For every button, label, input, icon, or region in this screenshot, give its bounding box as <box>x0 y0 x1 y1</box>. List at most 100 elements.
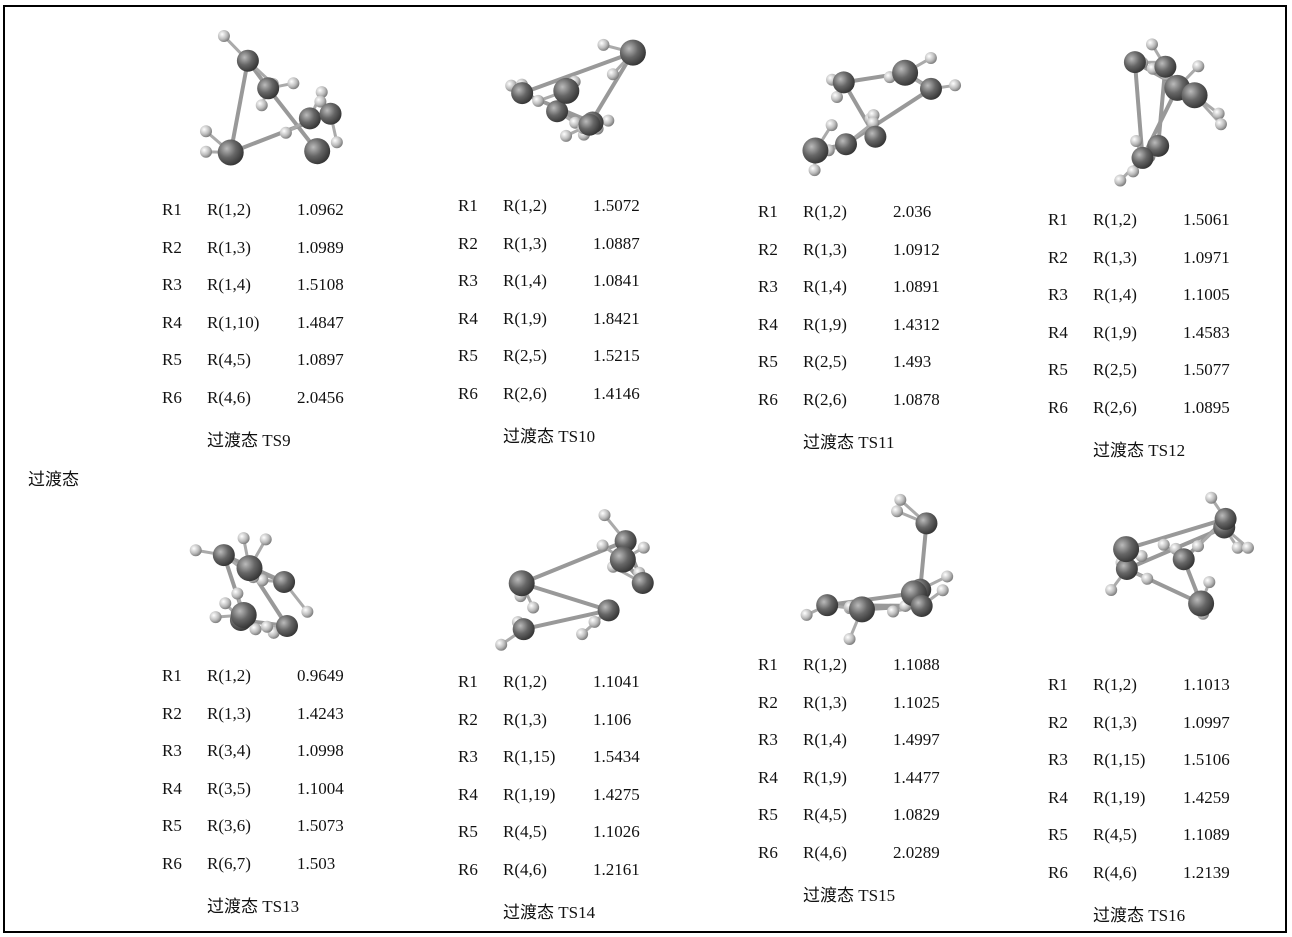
row-label: R6 <box>758 390 778 410</box>
atom <box>598 599 620 621</box>
atom <box>864 126 886 148</box>
atom <box>238 532 250 544</box>
bond-length: 1.2139 <box>1183 863 1230 883</box>
row-label: R2 <box>162 238 182 258</box>
bond-label: R(3,6) <box>207 816 251 836</box>
atom <box>511 82 533 104</box>
atom <box>1192 540 1204 552</box>
bond <box>231 61 248 153</box>
atom <box>190 544 202 556</box>
bond-label: R(1,3) <box>207 704 251 724</box>
caption: 过渡态 TS13 <box>207 892 299 917</box>
caption: 过渡态 TS10 <box>503 422 595 447</box>
row-label: R4 <box>162 779 182 799</box>
row-label: R2 <box>1048 713 1068 733</box>
bond-length: 1.5073 <box>297 816 344 836</box>
row-label: R1 <box>758 655 778 675</box>
bond-label: R(1,15) <box>1093 750 1145 770</box>
bond-label: R(1,3) <box>803 693 847 713</box>
row-label: R6 <box>758 843 778 863</box>
atom <box>1188 591 1214 617</box>
bond-length: 1.4847 <box>297 313 344 333</box>
row-label: R4 <box>758 768 778 788</box>
bond-length: 1.4312 <box>893 315 940 335</box>
row-label: R3 <box>1048 750 1068 770</box>
atom <box>301 606 313 618</box>
bond-length: 1.0912 <box>893 240 940 260</box>
atom <box>256 99 268 111</box>
bond-length: 1.0887 <box>593 234 640 254</box>
row-label: R5 <box>1048 360 1068 380</box>
atom <box>320 103 342 125</box>
bond-length: 1.0841 <box>593 271 640 291</box>
atom <box>1141 573 1153 585</box>
atom <box>299 107 321 129</box>
atom <box>597 39 609 51</box>
caption: 过渡态 TS16 <box>1093 901 1185 926</box>
row-label: R5 <box>162 350 182 370</box>
row-label: R3 <box>162 741 182 761</box>
row-label: R4 <box>458 785 478 805</box>
row-label: R2 <box>458 710 478 730</box>
atom <box>597 540 609 552</box>
atom <box>891 505 903 517</box>
bond-label: R(1,19) <box>1093 788 1145 808</box>
atom <box>273 571 295 593</box>
atom <box>210 611 222 623</box>
bond-length: 1.4275 <box>593 785 640 805</box>
bond-label: R(2,5) <box>1093 360 1137 380</box>
bond-label: R(3,5) <box>207 779 251 799</box>
row-label: R2 <box>162 704 182 724</box>
row-label: R1 <box>458 672 478 692</box>
row-label: R6 <box>458 384 478 404</box>
bond-label: R(1,3) <box>1093 248 1137 268</box>
row-label: R5 <box>1048 825 1068 845</box>
atom <box>532 95 544 107</box>
atom <box>835 133 857 155</box>
bond-label: R(1,4) <box>1093 285 1137 305</box>
bond-label: R(4,6) <box>207 388 251 408</box>
bond-label: R(1,4) <box>207 275 251 295</box>
atom <box>553 78 579 104</box>
row-label: R3 <box>458 271 478 291</box>
atom <box>1215 118 1227 130</box>
atom <box>915 512 937 534</box>
atom <box>257 77 279 99</box>
atom <box>304 138 330 164</box>
atom <box>509 570 535 596</box>
row-label: R3 <box>458 747 478 767</box>
row-label: R1 <box>162 666 182 686</box>
bond-label: R(2,5) <box>503 346 547 366</box>
atom <box>941 570 953 582</box>
atom <box>495 639 507 651</box>
row-label: R2 <box>758 693 778 713</box>
caption: 过渡态 TS11 <box>803 428 894 453</box>
bond-label: R(1,9) <box>1093 323 1137 343</box>
row-label: R5 <box>458 822 478 842</box>
atom <box>589 616 601 628</box>
row-label: R5 <box>162 816 182 836</box>
bond-label: R(1,19) <box>503 785 555 805</box>
atom <box>261 621 273 633</box>
bond-label: R(2,6) <box>1093 398 1137 418</box>
bond-length: 1.5434 <box>593 747 640 767</box>
atom <box>826 119 838 131</box>
bond-label: R(1,2) <box>1093 675 1137 695</box>
bond-length: 1.0895 <box>1183 398 1230 418</box>
row-label: R5 <box>758 805 778 825</box>
atom <box>894 494 906 506</box>
row-label: R4 <box>458 309 478 329</box>
atom <box>833 71 855 93</box>
atom <box>1130 135 1142 147</box>
atom <box>610 547 636 573</box>
atom <box>576 628 588 640</box>
row-label: R4 <box>162 313 182 333</box>
row-label: R1 <box>458 196 478 216</box>
row-label: R3 <box>758 730 778 750</box>
caption: 过渡态 TS12 <box>1093 436 1185 461</box>
atom <box>849 596 875 622</box>
bond-length: 2.036 <box>893 202 931 222</box>
atom <box>236 555 262 581</box>
bond-length: 1.1088 <box>893 655 940 675</box>
bond-length: 1.0878 <box>893 390 940 410</box>
